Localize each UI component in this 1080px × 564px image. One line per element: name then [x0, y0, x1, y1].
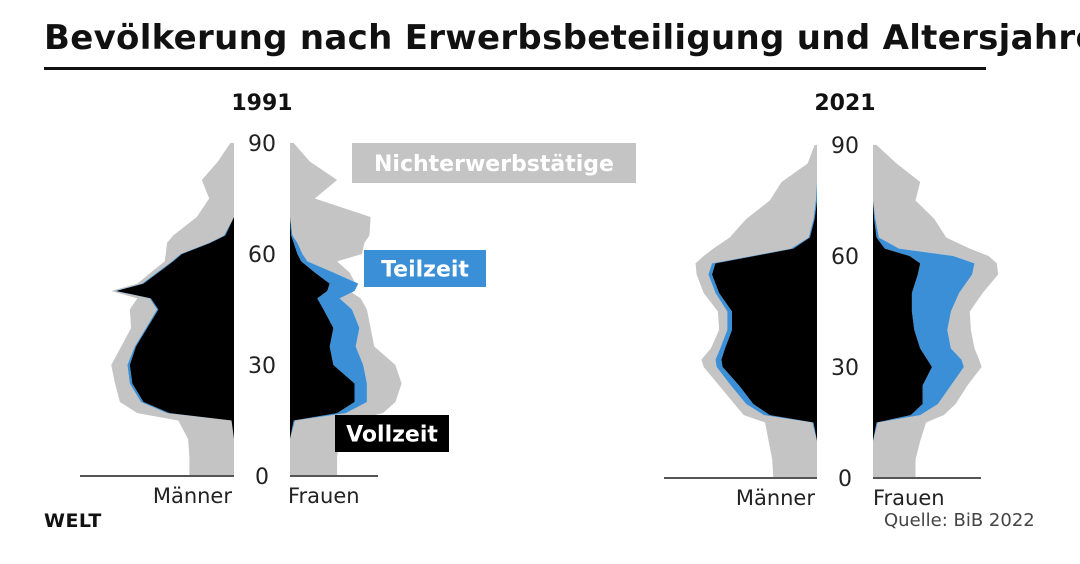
area-vollzeit-frauen	[873, 145, 932, 478]
area-nichterwerbstaetige-frauen	[290, 143, 402, 476]
panel-title: 2021	[814, 91, 875, 116]
legend-tag-teilzeit	[364, 250, 486, 287]
title-rule	[44, 67, 986, 70]
legend-tags: Nichterwerbstätige Teilzeit Vollzeit	[335, 143, 636, 452]
label-frauen: Frauen	[288, 484, 360, 508]
area-nichterwerbstaetige-maenner	[111, 143, 234, 476]
y-tick-label: 60	[831, 245, 859, 270]
y-tick-label: 0	[255, 465, 269, 490]
y-tick-label: 60	[248, 243, 276, 268]
legend-tag-nichterwerbsttige	[352, 143, 636, 183]
welt-logo: WELT	[44, 510, 102, 532]
area-teilzeit-maenner	[708, 145, 817, 478]
area-vollzeit-frauen	[290, 143, 355, 476]
panel-title: 1991	[231, 91, 292, 116]
y-tick-label: 90	[248, 132, 276, 157]
panel-2021: 2021 0 30 60 90 Männer Frauen	[664, 91, 999, 510]
y-tick-label: 90	[831, 134, 859, 159]
y-tick-label: 30	[831, 356, 859, 381]
legend-tag-vollzeit	[335, 415, 449, 452]
y-tick-label: 0	[838, 467, 852, 492]
source-note: Quelle: BiB 2022	[884, 510, 1035, 531]
area-vollzeit-maenner	[116, 143, 234, 476]
area-teilzeit-frauen	[290, 143, 367, 476]
area-teilzeit-frauen	[873, 145, 975, 478]
legend-tag-label-nichterwerbsttige: Nichterwerbstätige	[374, 152, 614, 177]
y-tick-label: 30	[248, 354, 276, 379]
area-vollzeit-maenner	[712, 145, 817, 478]
area-nichterwerbstaetige-maenner	[695, 145, 817, 478]
chart-title: Bevölkerung nach Erwerbsbeteiligung und …	[44, 18, 1080, 58]
label-frauen: Frauen	[873, 486, 945, 510]
legend-tag-label-teilzeit: Teilzeit	[381, 258, 469, 283]
panel-1991: 1991 0 30 60 90 Männer Frauen	[80, 91, 402, 508]
label-maenner: Männer	[153, 484, 233, 508]
area-nichterwerbstaetige-frauen	[873, 145, 999, 478]
legend-tag-label-vollzeit: Vollzeit	[346, 423, 438, 448]
label-maenner: Männer	[736, 486, 816, 510]
